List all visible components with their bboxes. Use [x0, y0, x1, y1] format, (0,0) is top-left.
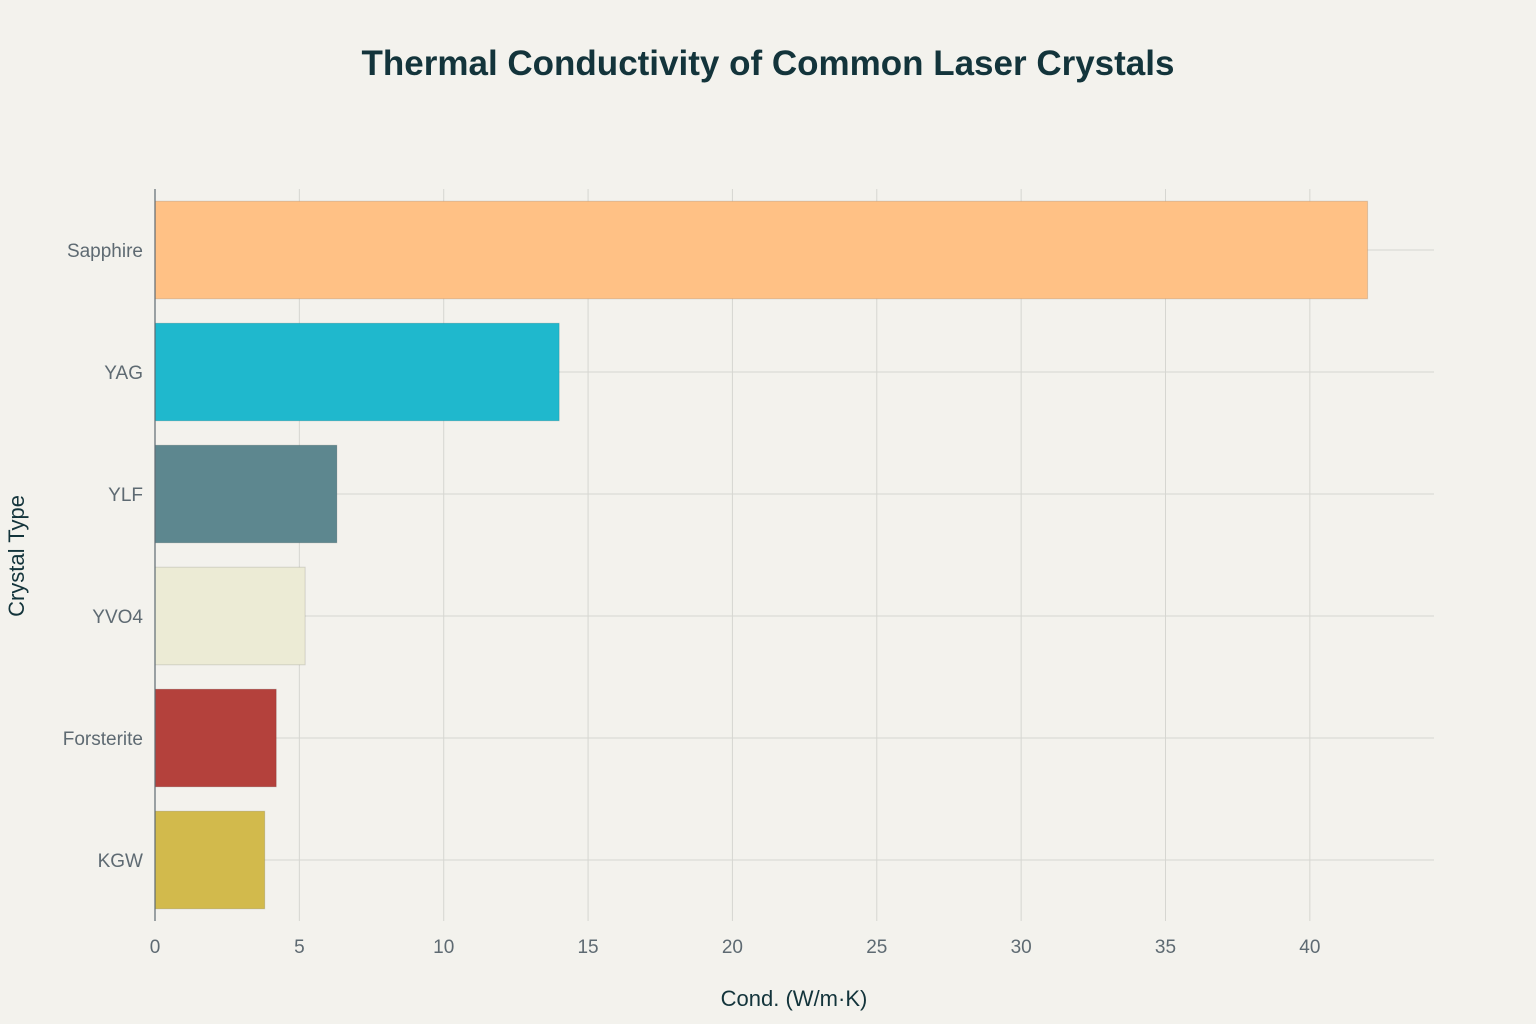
bar-sapphire: [154, 200, 1369, 300]
x-tick-label: 15: [577, 937, 598, 958]
x-tick-label: 25: [866, 937, 887, 958]
bar-yvo4: [154, 566, 306, 666]
x-tick-label: 20: [722, 937, 743, 958]
y-tick-label: Forsterite: [63, 729, 143, 750]
grid-layer: [155, 189, 1434, 921]
x-tick-labels: 0 5 10 15 20 25 30 35 40: [150, 937, 1321, 958]
bar-ylf: [154, 444, 338, 544]
x-tick-label: 35: [1155, 937, 1176, 958]
x-tick-label: 10: [433, 937, 454, 958]
x-tick-label: 30: [1011, 937, 1032, 958]
x-tick-label: 0: [150, 937, 161, 958]
y-tick-label: YVO4: [92, 607, 143, 628]
x-tick-label: 40: [1299, 937, 1320, 958]
bar-kgw: [154, 810, 266, 910]
y-tick-label: YLF: [108, 485, 143, 506]
y-tick-label: KGW: [98, 851, 143, 872]
x-axis-title: Cond. (W/m·K): [721, 986, 868, 1011]
chart-title: Thermal Conductivity of Common Laser Cry…: [362, 44, 1175, 83]
bar-yag: [154, 322, 560, 422]
y-axis-title: Crystal Type: [4, 495, 29, 617]
y-tick-label: YAG: [104, 363, 143, 384]
bar-forsterite: [154, 688, 277, 788]
x-tick-label: 5: [294, 937, 305, 958]
y-tick-labels: Sapphire YAG YLF YVO4 Forsterite KGW: [63, 241, 144, 872]
bar-layer: [154, 200, 1369, 910]
y-tick-label: Sapphire: [67, 241, 143, 262]
